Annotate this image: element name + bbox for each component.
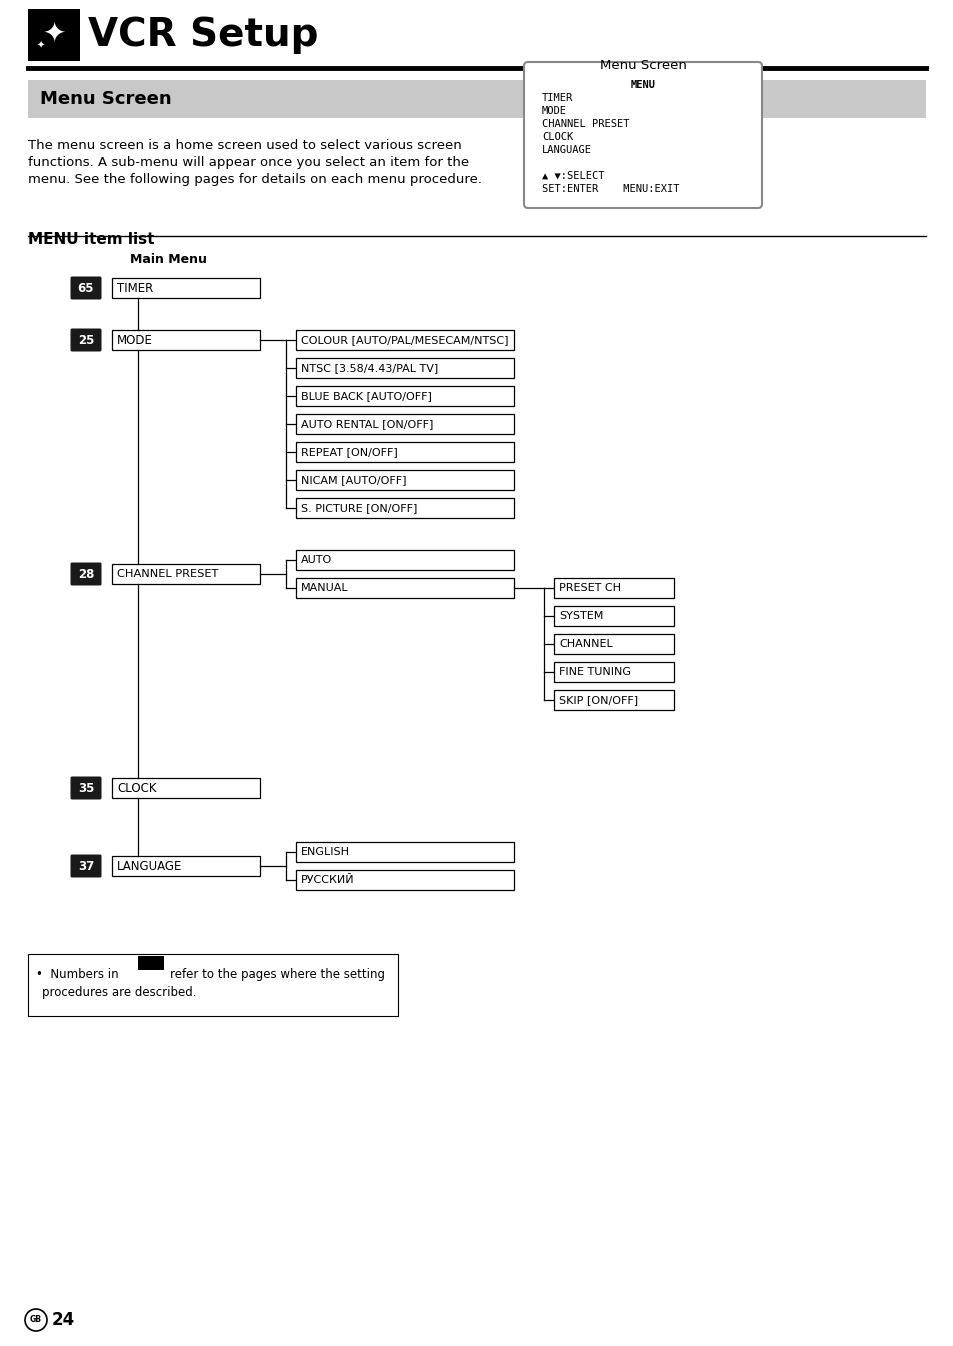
Bar <box>295 577 514 598</box>
Text: LANGUAGE: LANGUAGE <box>117 860 182 872</box>
Text: COLOUR [AUTO/PAL/MESECAM/NTSC]: COLOUR [AUTO/PAL/MESECAM/NTSC] <box>301 335 508 345</box>
Bar <box>28 9 80 61</box>
Text: 25: 25 <box>78 334 94 346</box>
Text: AUTO RENTAL [ON/OFF]: AUTO RENTAL [ON/OFF] <box>301 419 433 429</box>
Text: NTSC [3.58/4.43/PAL TV]: NTSC [3.58/4.43/PAL TV] <box>301 363 437 373</box>
Text: ▲ ▼:SELECT: ▲ ▼:SELECT <box>541 171 604 180</box>
Text: 37: 37 <box>78 860 94 872</box>
Text: procedures are described.: procedures are described. <box>42 987 196 999</box>
Text: ENGLISH: ENGLISH <box>301 847 350 857</box>
Text: MODE: MODE <box>117 334 152 346</box>
Bar <box>295 498 514 518</box>
Bar <box>138 956 164 970</box>
Bar <box>554 606 673 626</box>
Text: CHANNEL: CHANNEL <box>558 639 612 649</box>
Bar <box>112 778 260 798</box>
Text: 28: 28 <box>78 568 94 580</box>
Text: functions. A sub-menu will appear once you select an item for the: functions. A sub-menu will appear once y… <box>28 156 469 170</box>
Text: 35: 35 <box>78 782 94 794</box>
Text: •  Numbers in: • Numbers in <box>36 968 118 981</box>
Bar <box>295 551 514 569</box>
Text: CHANNEL PRESET: CHANNEL PRESET <box>117 569 218 579</box>
Text: AUTO: AUTO <box>301 555 332 565</box>
Bar <box>554 577 673 598</box>
Text: ✦: ✦ <box>42 19 66 47</box>
FancyBboxPatch shape <box>71 328 101 351</box>
Text: FINE TUNING: FINE TUNING <box>558 668 630 677</box>
Bar <box>554 662 673 682</box>
Text: TIMER: TIMER <box>541 93 573 104</box>
Text: SKIP [ON/OFF]: SKIP [ON/OFF] <box>558 695 638 705</box>
Text: refer to the pages where the setting: refer to the pages where the setting <box>170 968 385 981</box>
FancyBboxPatch shape <box>523 62 761 209</box>
Bar <box>295 358 514 378</box>
Bar <box>295 386 514 406</box>
Text: VCR Setup: VCR Setup <box>88 16 318 54</box>
Text: ✦: ✦ <box>37 40 45 50</box>
Bar <box>112 330 260 350</box>
Text: SET:ENTER    MENU:EXIT: SET:ENTER MENU:EXIT <box>541 184 679 194</box>
Text: РУССКИЙ: РУССКИЙ <box>301 875 355 886</box>
Bar <box>295 870 514 890</box>
Text: The menu screen is a home screen used to select various screen: The menu screen is a home screen used to… <box>28 139 461 152</box>
Bar <box>295 441 514 462</box>
Text: S. PICTURE [ON/OFF]: S. PICTURE [ON/OFF] <box>301 503 416 513</box>
Bar <box>112 856 260 876</box>
Text: GB: GB <box>30 1315 42 1324</box>
Bar <box>28 954 397 1016</box>
Bar <box>554 634 673 654</box>
Bar <box>295 843 514 861</box>
FancyBboxPatch shape <box>71 855 101 878</box>
Text: SYSTEM: SYSTEM <box>558 611 602 621</box>
Text: MENU: MENU <box>630 79 655 90</box>
Text: 24: 24 <box>52 1311 75 1329</box>
Bar <box>554 690 673 709</box>
Bar <box>112 279 260 297</box>
Text: PRESET CH: PRESET CH <box>558 583 620 594</box>
Text: CLOCK: CLOCK <box>541 132 573 141</box>
Bar <box>295 415 514 433</box>
Bar <box>28 79 925 118</box>
Text: menu. See the following pages for details on each menu procedure.: menu. See the following pages for detail… <box>28 174 481 186</box>
FancyBboxPatch shape <box>71 276 101 300</box>
Bar <box>295 470 514 490</box>
Text: MANUAL: MANUAL <box>301 583 348 594</box>
Text: NICAM [AUTO/OFF]: NICAM [AUTO/OFF] <box>301 475 406 485</box>
Text: 65: 65 <box>77 281 94 295</box>
Text: BLUE BACK [AUTO/OFF]: BLUE BACK [AUTO/OFF] <box>301 390 432 401</box>
FancyBboxPatch shape <box>71 777 101 800</box>
Text: REPEAT [ON/OFF]: REPEAT [ON/OFF] <box>301 447 397 458</box>
Bar <box>112 564 260 584</box>
Text: MENU item list: MENU item list <box>28 232 154 248</box>
Text: CHANNEL PRESET: CHANNEL PRESET <box>541 118 629 129</box>
Text: Menu Screen: Menu Screen <box>598 59 686 71</box>
FancyBboxPatch shape <box>71 563 101 586</box>
Text: Main Menu: Main Menu <box>130 253 207 267</box>
Text: CLOCK: CLOCK <box>117 782 156 794</box>
Text: Menu Screen: Menu Screen <box>40 90 172 108</box>
Text: MODE: MODE <box>541 106 566 116</box>
Text: LANGUAGE: LANGUAGE <box>541 145 592 155</box>
Bar <box>295 330 514 350</box>
Text: TIMER: TIMER <box>117 281 153 295</box>
